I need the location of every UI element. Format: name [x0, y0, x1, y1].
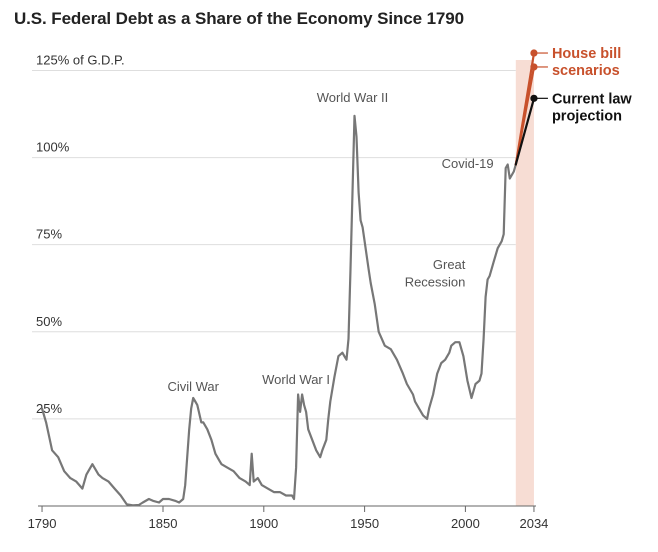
series-endpoint-current-law — [530, 94, 538, 102]
gridlines — [32, 69, 516, 420]
series-line-historical — [40, 114, 517, 507]
projection-band — [515, 60, 534, 506]
x-tick-label: 1950 — [350, 516, 379, 531]
x-tick-label: 1850 — [149, 516, 178, 531]
x-tick-label: 1900 — [249, 516, 278, 531]
y-tick-label: 100% — [36, 140, 70, 155]
annotation-label: Recession — [405, 274, 466, 289]
x-axis — [38, 505, 536, 512]
annotation-label: Civil War — [167, 379, 219, 394]
annotation-label: World War II — [317, 90, 389, 105]
x-tick-label: 1790 — [28, 516, 57, 531]
legend-label: projection — [552, 108, 622, 124]
series-endpoint-scenario-house-bill-high — [530, 49, 538, 57]
series-line-current-law — [514, 97, 536, 166]
series-layer — [40, 49, 548, 507]
annotations: Civil War World War I World War II Covid-19… — [167, 90, 493, 394]
annotation-label: Great — [433, 257, 466, 272]
series-line-scenario-house-bill-low — [514, 65, 536, 166]
x-tick-label: 2034 — [519, 516, 548, 531]
annotation-label: Covid-19 — [442, 156, 494, 171]
legend-label: House bill — [552, 46, 621, 62]
annotation-label: World War I — [262, 372, 330, 387]
projection-band-layer — [515, 60, 534, 506]
y-tick-label: 25% — [36, 401, 62, 416]
legend-label: scenarios — [552, 63, 620, 79]
chart-title: U.S. Federal Debt as a Share of the Econ… — [14, 9, 464, 28]
series-endpoint-scenario-house-bill-low — [530, 63, 538, 71]
y-tick-label: 75% — [36, 227, 62, 242]
y-axis-title: 125% of G.D.P. — [36, 52, 125, 67]
axis-labels: 25% 50% 75% 100% 125% of G.D.P. 1790 1850 1900 1… — [28, 52, 549, 531]
x-tick-label: 2000 — [451, 516, 480, 531]
legend-label: Current law — [552, 91, 632, 107]
y-tick-label: 50% — [36, 314, 62, 329]
